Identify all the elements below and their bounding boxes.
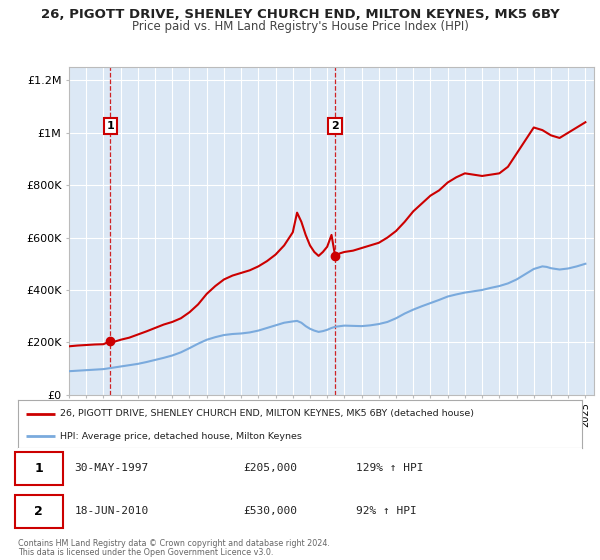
Text: £205,000: £205,000 [244, 463, 298, 473]
Text: 18-JUN-2010: 18-JUN-2010 [74, 506, 149, 516]
Text: Contains HM Land Registry data © Crown copyright and database right 2024.: Contains HM Land Registry data © Crown c… [18, 539, 330, 548]
Text: 26, PIGOTT DRIVE, SHENLEY CHURCH END, MILTON KEYNES, MK5 6BY: 26, PIGOTT DRIVE, SHENLEY CHURCH END, MI… [41, 8, 559, 21]
Text: 26, PIGOTT DRIVE, SHENLEY CHURCH END, MILTON KEYNES, MK5 6BY (detached house): 26, PIGOTT DRIVE, SHENLEY CHURCH END, MI… [60, 409, 475, 418]
Text: 2: 2 [331, 121, 339, 131]
FancyBboxPatch shape [15, 494, 63, 528]
Text: 2: 2 [34, 505, 43, 518]
Text: 1: 1 [34, 461, 43, 475]
Text: HPI: Average price, detached house, Milton Keynes: HPI: Average price, detached house, Milt… [60, 432, 302, 441]
Text: 30-MAY-1997: 30-MAY-1997 [74, 463, 149, 473]
FancyBboxPatch shape [15, 451, 63, 485]
Text: 1: 1 [107, 121, 115, 131]
Text: 92% ↑ HPI: 92% ↑ HPI [356, 506, 417, 516]
Text: 129% ↑ HPI: 129% ↑ HPI [356, 463, 424, 473]
Text: This data is licensed under the Open Government Licence v3.0.: This data is licensed under the Open Gov… [18, 548, 274, 557]
Text: £530,000: £530,000 [244, 506, 298, 516]
Text: Price paid vs. HM Land Registry's House Price Index (HPI): Price paid vs. HM Land Registry's House … [131, 20, 469, 32]
